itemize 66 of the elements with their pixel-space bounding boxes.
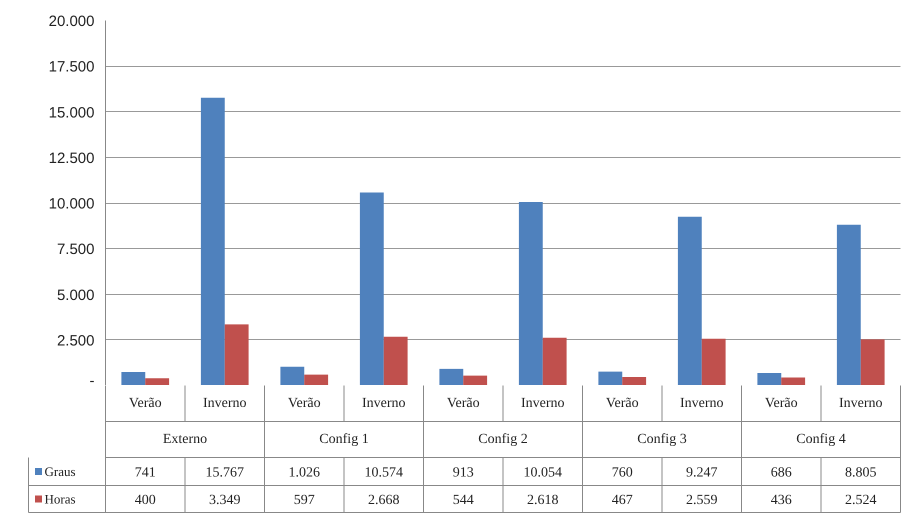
bar [439, 368, 464, 385]
bar [304, 374, 328, 385]
bar [622, 376, 646, 385]
bar [860, 339, 885, 385]
data-label: 10.574 [364, 466, 403, 480]
data-label: 467 [612, 493, 633, 508]
bar [836, 224, 861, 385]
bar [360, 192, 384, 385]
text: Externo [162, 432, 208, 447]
x-tick-label: Verão [606, 396, 639, 411]
data-label: 2.618 [527, 493, 558, 508]
legend-label: Graus [44, 464, 76, 479]
text: Config 2 [478, 432, 528, 447]
x-tick-label: Verão [288, 396, 321, 411]
bar [280, 366, 304, 385]
text: Config 3 [637, 432, 687, 447]
data-label: 10.054 [524, 466, 562, 480]
x-tick-label: Inverno [202, 396, 247, 411]
data-label: 597 [294, 493, 315, 508]
y-tick-label: 2.500 [56, 332, 95, 350]
bar [384, 336, 408, 385]
data-label: 2.559 [686, 493, 718, 508]
y-tick-label: 10.000 [48, 196, 95, 212]
x-tick-label: Inverno [362, 396, 406, 411]
data-label: 15.767 [206, 466, 244, 480]
legend-label: Horas [44, 492, 76, 506]
bar [542, 338, 567, 385]
y-tick-label: 20.000 [48, 13, 95, 30]
bar [121, 372, 146, 385]
bar [200, 98, 225, 385]
data-label: 9.247 [686, 466, 718, 480]
x-tick-label: Inverno [680, 396, 724, 411]
y-tick-label: - [90, 372, 95, 390]
x-tick-label: Inverno [838, 396, 883, 411]
bar [145, 378, 170, 385]
y-tick-label: 17.500 [48, 58, 95, 76]
bar [781, 378, 806, 385]
data-label: 1.026 [288, 466, 320, 480]
bar [702, 338, 726, 385]
bar [224, 324, 249, 385]
y-tick-label: 7.500 [56, 241, 95, 258]
bar [598, 372, 622, 385]
data-label: 8.805 [845, 466, 876, 480]
bar [518, 202, 543, 385]
data-label: 400 [134, 493, 156, 508]
x-tick-label: Verão [446, 396, 480, 411]
data-label: 686 [770, 466, 792, 480]
bar [463, 376, 488, 385]
data-label: 2.668 [368, 493, 400, 508]
bar [757, 372, 782, 385]
text: Config 1 [319, 432, 369, 447]
y-tick-label: 12.500 [48, 150, 95, 167]
y-tick-label: 5.000 [56, 286, 95, 304]
x-tick-label: Inverno [520, 396, 565, 411]
data-label: 544 [452, 493, 474, 508]
data-label: 3.349 [209, 493, 240, 508]
text: Config 4 [796, 432, 846, 447]
x-tick-label: Verão [128, 396, 162, 411]
data-label: 436 [770, 493, 792, 508]
data-label: 760 [612, 466, 633, 480]
bar [678, 216, 702, 385]
data-label: 2.524 [845, 493, 876, 508]
data-label: 913 [452, 466, 474, 480]
data-label: 741 [134, 466, 156, 480]
x-tick-label: Verão [764, 396, 798, 411]
y-tick-label: 15.000 [48, 104, 95, 122]
